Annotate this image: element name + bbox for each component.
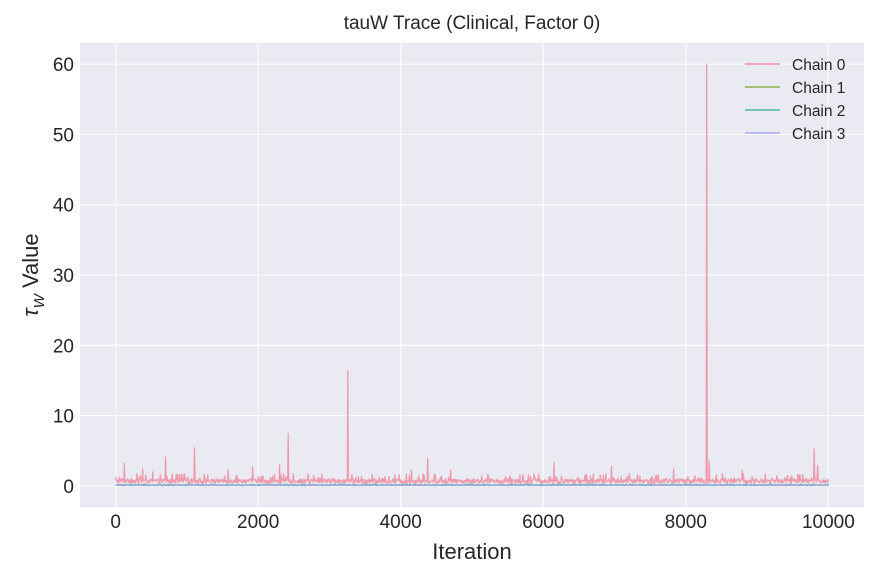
y-axis-label-suffix: Value: [18, 233, 43, 294]
legend-label-chain-1: Chain 1: [792, 80, 845, 97]
y-axis-label-symbol: τ: [18, 307, 43, 317]
legend-label-chain-3: Chain 3: [792, 126, 845, 143]
x-tick-label: 6000: [522, 512, 564, 533]
legend-label-chain-2: Chain 2: [792, 103, 845, 120]
y-tick-labels: 0 10 20 30 40 50 60: [53, 55, 74, 498]
y-tick-label: 50: [53, 125, 74, 146]
y-tick-label: 20: [53, 336, 74, 357]
x-tick-label: 0: [110, 512, 121, 533]
x-tick-label: 4000: [380, 512, 422, 533]
series-line-chain-3: [115, 483, 829, 487]
y-axis-label-subscript: W: [31, 292, 48, 308]
y-tick-label: 10: [53, 407, 74, 428]
x-tick-label: 8000: [665, 512, 707, 533]
x-tick-label: 2000: [237, 512, 279, 533]
y-tick-label: 60: [53, 55, 74, 76]
x-tick-label: 10000: [802, 512, 855, 533]
x-axis-label: Iteration: [432, 539, 512, 564]
y-tick-label: 30: [53, 266, 74, 287]
x-tick-labels: 0 2000 4000 6000 8000 10000: [110, 512, 854, 533]
y-tick-label: 0: [63, 477, 74, 498]
legend: Chain 0 Chain 1 Chain 2 Chain 3: [745, 57, 846, 143]
y-tick-label: 40: [53, 196, 74, 217]
legend-label-chain-0: Chain 0: [792, 57, 846, 74]
y-axis-label: τW Value: [18, 233, 48, 316]
series-layer: [114, 63, 830, 487]
chart-title: tauW Trace (Clinical, Factor 0): [344, 13, 601, 34]
series-line-chain-0: [114, 63, 830, 486]
